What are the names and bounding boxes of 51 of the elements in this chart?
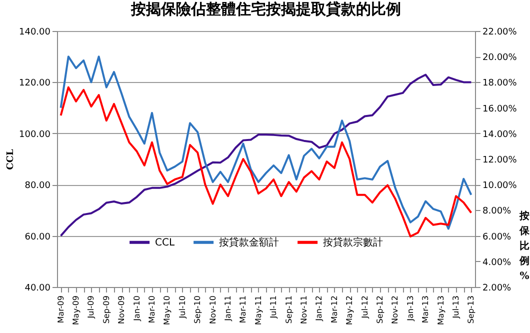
x-tick-label: May-09 [72,296,80,325]
x-tick-label: May-12 [345,296,354,325]
x-tick-label: Sep-09 [102,296,111,324]
y-axis-title: CCL [6,148,16,170]
y2-tick-label: 14.00% [482,130,518,140]
x-tick-label: Mar-13 [421,296,430,324]
x-tick-label: Jul-13 [452,296,460,320]
x-tick-label: Nov-10 [208,296,218,324]
x-tick-label: Jul-09 [86,296,96,320]
x-tick-label: Mar-11 [238,296,248,324]
x-tick-label: May-13 [436,296,446,325]
x-tick-label: Sep-11 [284,296,294,324]
x-tick-label: Mar-09 [56,296,66,324]
x-tick-label: May-10 [162,296,172,325]
y2-tick-label: 16.00% [482,104,518,114]
y2-tick-label: 18.00% [482,78,518,89]
y-tick-label: 140.00 [19,28,51,38]
y2-tick-label: 2.00% [482,284,512,294]
x-tick-label: Jan-10 [132,296,142,322]
x-tick-label: Jul-11 [269,296,278,320]
y2-tick-label: 12.00% [482,156,518,166]
y2-tick-label: 4.00% [482,258,512,268]
x-tick-label: Nov-12 [390,296,400,324]
x-tick-label: Nov-09 [117,296,126,324]
x-tick-label: Jul-12 [360,296,370,320]
x-tick-label: May-11 [254,296,263,325]
x-tick-label: Sep-10 [193,296,202,324]
y2-axis-title: 按保比例% [518,210,530,282]
y-tick-label: 80.00 [24,181,51,192]
y-tick-label: 60.00 [24,232,51,242]
y2-tick-label: 10.00% [482,181,518,192]
y2-tick-label: 22.00% [482,28,518,38]
x-tick-label: Jul-10 [178,296,187,320]
x-tick-label: Jan-11 [224,296,232,322]
legend-label: 按貸款宗數計 [323,236,384,248]
y-tick-label: 100.00 [19,130,51,140]
x-tick-label: Mar-10 [148,296,156,324]
x-tick-label: Jan-12 [314,296,324,322]
x-tick-label: Nov-11 [300,296,308,324]
y-tick-label: 120.00 [19,78,51,89]
y2-tick-label: 8.00% [482,206,512,217]
x-tick-label: Sep-12 [376,296,384,324]
y2-tick-label: 20.00% [482,53,518,64]
chart-title: 按揭保險佔整體住宅按揭提取貸款的比例 [130,0,401,18]
x-tick-label: Sep-13 [466,296,476,324]
x-tick-label: Jan-13 [406,296,415,322]
legend-label: CCL [155,237,176,248]
legend-label: 按貸款金額計 [219,236,280,248]
x-tick-label: Mar-12 [330,296,339,324]
y-tick-label: 40.00 [24,284,51,294]
y2-tick-label: 6.00% [482,232,512,242]
